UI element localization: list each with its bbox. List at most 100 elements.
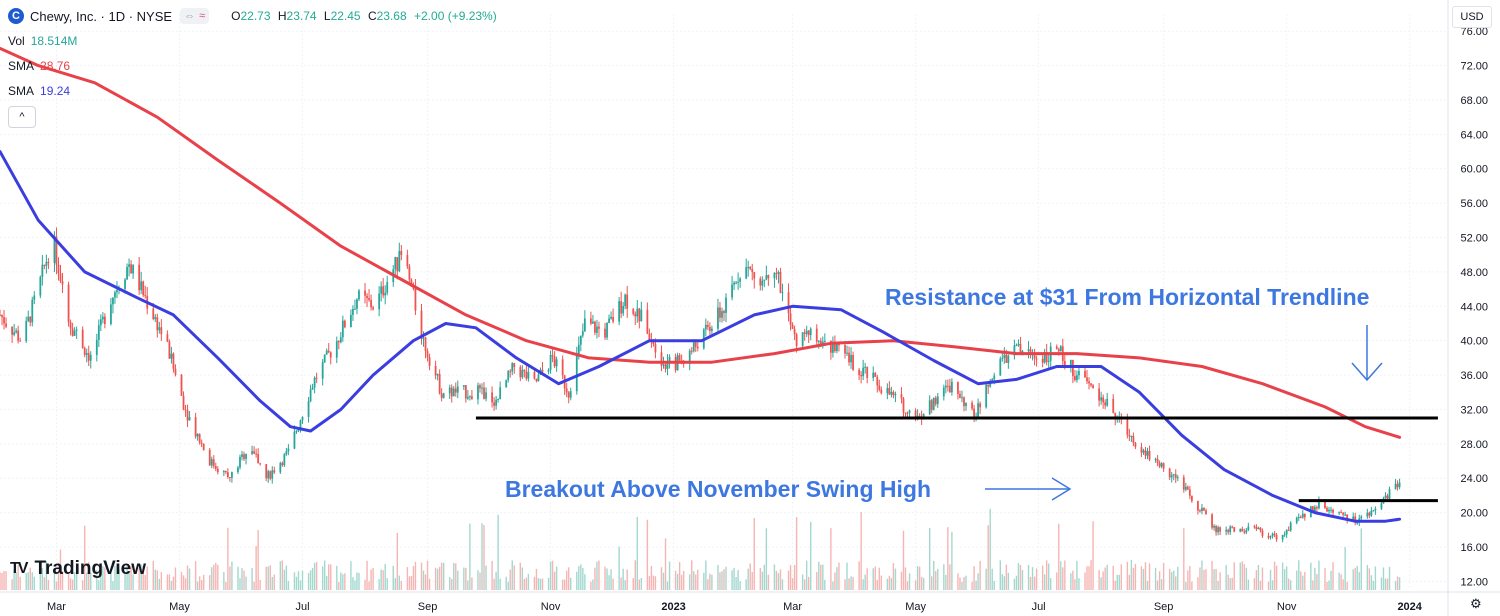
candle-body: [918, 415, 921, 418]
candle-body: [507, 371, 510, 381]
volume-bar: [479, 572, 481, 590]
candle-body: [5, 323, 7, 327]
candle-body: [878, 385, 881, 390]
candle-body: [214, 466, 217, 469]
collapse-legend-button[interactable]: ^: [8, 106, 36, 128]
volume-bar: [1158, 571, 1161, 590]
candle-body: [497, 398, 500, 400]
candle-body: [604, 328, 606, 338]
symbol-title[interactable]: Chewy, Inc. · 1D · NYSE: [30, 8, 173, 24]
volume-bar: [582, 567, 584, 590]
volume-bar: [818, 561, 820, 590]
volume-legend[interactable]: Vol 18.514M: [8, 34, 77, 48]
candle-body: [1063, 360, 1066, 366]
candle-body: [364, 290, 366, 296]
candle-body: [202, 443, 205, 450]
volume-bar: [323, 560, 326, 590]
volume-bar: [791, 578, 794, 590]
candle-body: [337, 341, 340, 343]
volume-bar: [1374, 566, 1377, 590]
volume-bar: [140, 564, 142, 590]
candle-body: [1160, 463, 1163, 467]
sma-short-legend[interactable]: SMA 19.24: [8, 84, 70, 98]
candle-body: [694, 342, 697, 347]
volume-bar: [469, 523, 471, 590]
volume-bar: [1112, 565, 1114, 590]
candle-body: [394, 257, 397, 270]
candle-body: [380, 286, 383, 294]
candle-body: [829, 340, 832, 353]
candle-body: [1201, 507, 1203, 512]
price-tick-label: 56.00: [1460, 198, 1488, 210]
volume-bar: [17, 564, 19, 590]
volume-bar: [795, 517, 798, 590]
volume-bar: [979, 560, 981, 590]
candle-body: [838, 344, 840, 346]
volume-bar: [578, 566, 580, 590]
candle-body: [1134, 443, 1137, 448]
volume-bar: [598, 560, 600, 590]
volume-bar: [128, 573, 130, 590]
volume-bar: [1273, 561, 1276, 590]
volume-bar: [866, 568, 868, 590]
candle-body: [908, 410, 911, 413]
close-value: 23.68: [376, 9, 407, 23]
candle-body: [815, 328, 818, 342]
volume-bar: [436, 568, 439, 590]
volume-bar: [787, 570, 790, 590]
volume-bar: [382, 570, 384, 590]
volume-value: 18.514M: [30, 34, 78, 48]
candle-body: [491, 392, 493, 403]
candle-body: [525, 371, 528, 379]
volume-bar: [765, 528, 768, 590]
volume-bar: [717, 565, 719, 590]
currency-button[interactable]: USD: [1452, 6, 1492, 28]
candle-body: [592, 321, 594, 324]
volume-bar: [816, 571, 818, 590]
candle-body: [1203, 507, 1205, 511]
volume-bar: [118, 569, 120, 590]
volume-bar: [1271, 580, 1274, 590]
candle-body: [1098, 388, 1101, 401]
candle-body: [1231, 526, 1234, 528]
volume-bar: [908, 573, 911, 590]
volume-bar: [198, 576, 201, 590]
volume-bar: [943, 564, 945, 590]
gear-icon[interactable]: ⚙: [1470, 596, 1482, 611]
volume-bar: [852, 577, 854, 590]
sma-long-legend[interactable]: SMA 28.76: [8, 59, 70, 73]
candle-body: [904, 412, 907, 414]
volume-bar: [1217, 580, 1219, 590]
candle-body: [198, 434, 201, 443]
volume-bar: [301, 570, 304, 590]
candle-body: [1055, 346, 1058, 350]
volume-bar: [455, 563, 457, 590]
volume-bar: [1326, 581, 1328, 590]
tradingview-logo[interactable]: TV TradingView: [10, 558, 146, 580]
candle-body: [610, 316, 612, 319]
candle-body: [1112, 398, 1115, 413]
volume-bar: [553, 571, 556, 590]
candle-body: [59, 273, 62, 282]
candle-body: [382, 286, 385, 296]
candle-body: [624, 294, 627, 307]
candle-body: [1297, 516, 1300, 518]
volume-bar: [666, 581, 669, 590]
candle-body: [13, 332, 16, 335]
candle-body: [652, 341, 655, 345]
candle-body: [710, 328, 713, 331]
candle-body: [751, 268, 754, 273]
volume-bar: [1332, 562, 1334, 590]
candle-body: [124, 279, 126, 289]
candle-body: [880, 389, 883, 394]
volume-bar: [1247, 579, 1250, 590]
compare-pill[interactable]: ⇔ ≈: [180, 8, 210, 24]
volume-bar: [1003, 576, 1006, 590]
candle-body: [67, 284, 70, 323]
volume-bar: [1356, 565, 1358, 590]
candle-body: [85, 353, 88, 355]
volume-bar: [505, 576, 507, 590]
candle-body: [1017, 343, 1020, 346]
volume-bar: [918, 566, 921, 590]
